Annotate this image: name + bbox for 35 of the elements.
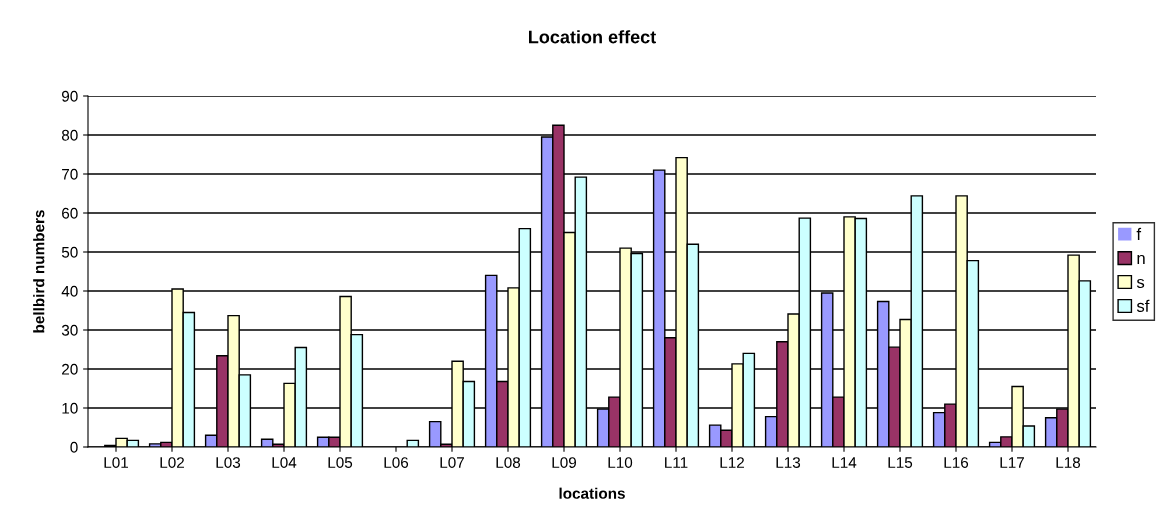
legend-label: f [1136, 227, 1142, 240]
y-tick-label: 0 [70, 441, 78, 453]
legend-label: s [1136, 278, 1145, 288]
x-tick-label: L15 [888, 457, 913, 468]
x-tick-label: L01 [104, 457, 128, 468]
x-axis-title: locations [559, 487, 625, 499]
x-tick-label: L07 [440, 457, 464, 468]
x-tick-label: L12 [720, 457, 744, 468]
x-tick-label: L10 [608, 457, 633, 468]
x-tick-label: L04 [272, 457, 297, 468]
x-tick-label: L03 [216, 457, 241, 468]
x-tick-label: L17 [1000, 457, 1024, 468]
y-tick-label: 80 [61, 129, 78, 141]
legend-label: sf [1136, 299, 1150, 312]
legend-label: n [1137, 254, 1145, 264]
y-tick-label: 30 [61, 324, 78, 336]
y-tick-label: 50 [61, 246, 78, 258]
x-tick-label: L16 [944, 457, 969, 468]
x-tick-label: L14 [832, 457, 857, 468]
x-tick-label: L08 [496, 457, 521, 468]
x-tick-label: L05 [328, 457, 353, 468]
x-tick-label: L11 [665, 457, 688, 468]
y-tick-label: 40 [61, 285, 78, 297]
x-tick-label: L02 [160, 457, 184, 468]
y-tick-label: 70 [62, 168, 78, 180]
y-axis-title: bellbird numbers [33, 210, 45, 333]
x-tick-label: L09 [552, 457, 577, 468]
y-tick-label: 90 [62, 90, 78, 102]
y-tick-label: 20 [62, 363, 78, 375]
chart-title: Location effect [529, 30, 656, 44]
x-tick-label: L06 [384, 457, 409, 468]
y-tick-label: 10 [62, 402, 78, 414]
x-tick-label: L13 [776, 457, 801, 468]
y-tick-label: 60 [62, 207, 78, 219]
x-tick-label: L18 [1056, 457, 1081, 468]
